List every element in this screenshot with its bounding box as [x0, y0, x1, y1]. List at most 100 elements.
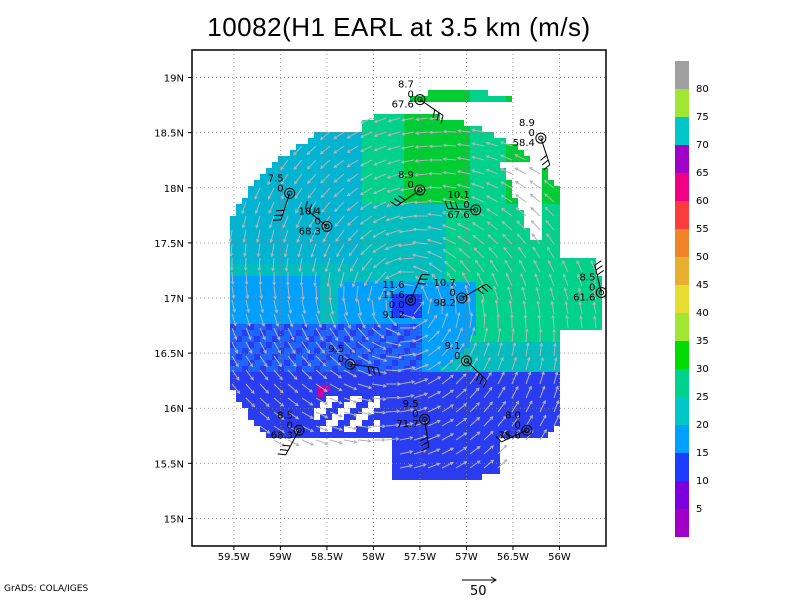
field-cell [362, 366, 368, 372]
field-cell [314, 336, 320, 342]
wind-vector-head [421, 284, 425, 289]
field-cell [476, 336, 482, 342]
field-cell [452, 264, 458, 270]
field-cell [356, 228, 362, 234]
field-cell [344, 348, 350, 354]
field-cell [506, 402, 512, 408]
field-cell [494, 366, 500, 372]
wind-vector-head [537, 314, 542, 319]
field-cell [248, 204, 254, 210]
wind-vector-head [456, 311, 461, 316]
field-cell [428, 90, 434, 96]
field-cell [380, 312, 386, 318]
field-cell [386, 354, 392, 360]
field-cell [242, 276, 248, 282]
field-cell [344, 228, 350, 234]
field-cell [380, 384, 386, 390]
field-cell [320, 204, 326, 210]
wind-vector-head [385, 232, 390, 236]
field-cell [470, 174, 476, 180]
field-cell [452, 168, 458, 174]
wind-vector [245, 313, 251, 326]
field-cell [368, 222, 374, 228]
field-cell [362, 402, 368, 408]
field-cell [566, 264, 572, 270]
field-cell [320, 210, 326, 216]
wind-vector-head [294, 402, 299, 407]
wind-vector-head [399, 215, 404, 220]
field-cell [428, 234, 434, 240]
field-cell [476, 378, 482, 384]
field-cell [440, 468, 446, 474]
field-cell [302, 264, 308, 270]
field-cell [404, 306, 410, 312]
field-cell [416, 420, 422, 426]
field-cell [338, 402, 344, 408]
field-cell [440, 306, 446, 312]
field-cell [380, 348, 386, 354]
field-cell [434, 444, 440, 450]
wind-vector [533, 260, 541, 273]
wind-vector [553, 372, 558, 385]
field-cell [242, 288, 248, 294]
field-cell [548, 204, 554, 210]
field-cell [338, 306, 344, 312]
field-cell [404, 132, 410, 138]
wind-vector [428, 213, 443, 217]
field-cell [362, 390, 368, 396]
field-cell [464, 462, 470, 468]
wind-vector [287, 439, 300, 446]
field-cell [458, 132, 464, 138]
field-cell [362, 306, 368, 312]
field-cell [440, 336, 446, 342]
field-cell [488, 456, 494, 462]
wind-vector-head [382, 410, 387, 415]
field-cell [320, 282, 326, 288]
field-cell [284, 276, 290, 282]
field-cell [302, 282, 308, 288]
field-cell [440, 198, 446, 204]
field-cell [392, 414, 398, 420]
wind-vector-head [359, 206, 364, 210]
field-cell [530, 312, 536, 318]
field-cell [530, 282, 536, 288]
field-cell [326, 366, 332, 372]
field-cell [374, 288, 380, 294]
field-cell [278, 348, 284, 354]
field-cell [572, 282, 578, 288]
field-cell [488, 198, 494, 204]
field-cell [350, 342, 356, 348]
wind-vector-head [260, 309, 265, 314]
field-cell [284, 174, 290, 180]
field-cell [398, 402, 404, 408]
field-cell [422, 144, 428, 150]
wind-vector-head [526, 356, 531, 361]
wind-vector [315, 411, 328, 418]
field-cell [542, 318, 548, 324]
wind-vector-head [339, 283, 344, 288]
wind-vector [500, 181, 513, 189]
field-cell [530, 378, 536, 384]
wind-vector [372, 243, 387, 253]
wind-vector-head [485, 182, 490, 186]
field-cell [458, 168, 464, 174]
field-cell [332, 300, 338, 306]
field-cell [476, 234, 482, 240]
field-cell [536, 396, 542, 402]
field-cell [302, 156, 308, 162]
wind-vector-head [243, 253, 247, 258]
field-cell [578, 264, 584, 270]
field-cell [350, 378, 356, 384]
field-cell [242, 312, 248, 318]
colorbar-label: 45 [696, 280, 709, 291]
wind-vector-head [292, 350, 296, 354]
wind-vector [360, 187, 373, 196]
field-cell [434, 228, 440, 234]
field-cell [314, 372, 320, 378]
wind-vector-head [322, 362, 327, 367]
field-cell [350, 168, 356, 174]
field-cell [242, 300, 248, 306]
wind-vector-head [372, 249, 377, 253]
wind-vector-head [382, 424, 387, 429]
station-label: 0.0 [389, 300, 405, 311]
